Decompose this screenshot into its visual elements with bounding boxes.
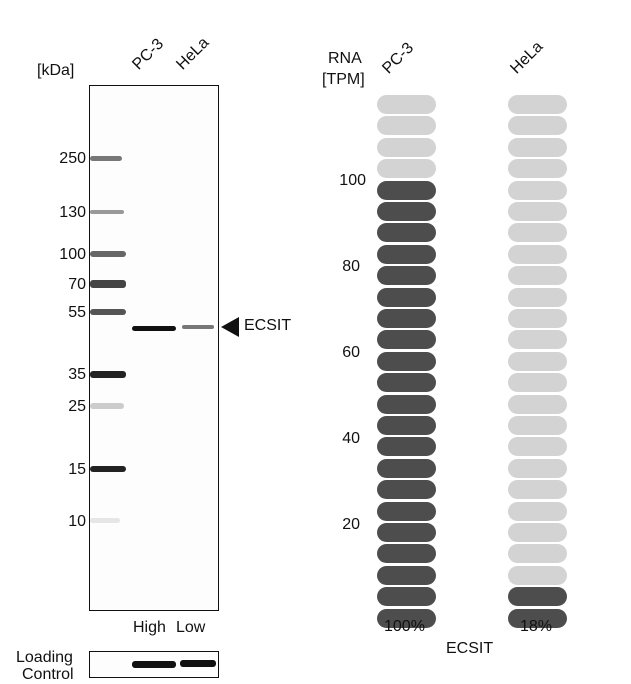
rna-axis-label-line1: RNA: [328, 50, 362, 67]
rna-pill: [377, 544, 436, 564]
rna-pill: [377, 159, 436, 179]
y-tick-60: 60: [342, 344, 360, 361]
rna-pill: [508, 266, 567, 286]
rna-pill: [508, 458, 567, 478]
rna-pill: [377, 565, 436, 585]
target-label: ECSIT: [244, 317, 292, 334]
lane-label-hela: HeLa: [173, 34, 213, 74]
rna-pill: [508, 565, 567, 585]
rna-pill: [508, 544, 567, 564]
rna-pill: [508, 501, 567, 521]
rna-pill: [508, 416, 567, 435]
mw-marker-10: 10: [68, 513, 86, 530]
rna-pill: [377, 202, 436, 221]
mw-marker-250: 250: [59, 150, 86, 167]
mw-marker-35: 35: [68, 366, 86, 383]
ladder-band-10: [90, 518, 120, 523]
rna-pill: [377, 501, 436, 521]
rna-pill: [377, 95, 436, 114]
loading-control-blot: [89, 651, 219, 678]
loading-band-hela: [180, 660, 216, 667]
ecsit-band-pc3: [132, 326, 176, 331]
rna-pill: [508, 330, 567, 350]
rna-pill: [377, 416, 436, 435]
y-tick-20: 20: [342, 516, 360, 533]
lane-label-pc3: PC-3: [129, 35, 168, 74]
rna-pill: [508, 480, 567, 500]
rna-pill: [377, 287, 436, 307]
y-tick-100: 100: [339, 172, 366, 189]
ladder-band-55: [90, 309, 126, 315]
rna-pill: [508, 287, 567, 307]
ladder-band-250: [90, 156, 122, 161]
rna-value-hela: 18%: [520, 618, 553, 635]
mw-marker-100: 100: [59, 246, 86, 263]
rna-pill: [508, 608, 567, 628]
rna-pill: [508, 587, 567, 607]
rna-pill: [508, 309, 567, 328]
expression-label-low: Low: [176, 619, 206, 636]
rna-pill: [377, 330, 436, 350]
rna-pill: [377, 523, 436, 542]
mw-marker-130: 130: [59, 204, 86, 221]
rna-pill: [508, 351, 567, 371]
loading-control-label-line2: Control: [22, 666, 74, 683]
rna-pill: [377, 351, 436, 371]
kda-unit-label: [kDa]: [37, 62, 75, 79]
western-blot-membrane: [89, 85, 219, 611]
rna-pill: [377, 608, 436, 628]
mw-marker-25: 25: [68, 398, 86, 415]
mw-marker-70: 70: [68, 276, 86, 293]
rna-pill: [377, 437, 436, 457]
mw-marker-15: 15: [68, 461, 86, 478]
rna-pill: [377, 394, 436, 414]
ladder-band-35: [90, 371, 126, 378]
rna-pill: [508, 437, 567, 457]
y-tick-40: 40: [342, 430, 360, 447]
ladder-band-25: [90, 403, 124, 409]
rna-lane-label-pc3: PC-3: [379, 39, 418, 78]
rna-pill: [508, 180, 567, 200]
loading-control-label-line1: Loading: [16, 649, 73, 666]
rna-pill: [377, 373, 436, 393]
rna-pill: [508, 394, 567, 414]
ladder-band-130: [90, 210, 124, 214]
expression-label-high: High: [133, 619, 166, 636]
rna-pill: [377, 223, 436, 243]
rna-pill: [508, 95, 567, 114]
rna-pill: [377, 587, 436, 607]
rna-pill: [508, 137, 567, 157]
rna-pill: [377, 480, 436, 500]
rna-pill: [377, 137, 436, 157]
rna-pill: [508, 373, 567, 393]
target-arrow-icon: [221, 317, 239, 337]
ladder-band-100: [90, 251, 126, 257]
rna-pill: [508, 223, 567, 243]
rna-pill: [508, 159, 567, 179]
rna-pill: [377, 309, 436, 328]
rna-pill: [508, 116, 567, 136]
rna-pill: [377, 266, 436, 286]
mw-marker-55: 55: [68, 304, 86, 321]
ecsit-band-hela: [182, 325, 214, 329]
rna-pill: [377, 180, 436, 200]
y-tick-80: 80: [342, 258, 360, 275]
rna-lane-label-hela: HeLa: [507, 38, 547, 78]
rna-pill: [377, 458, 436, 478]
rna-pill: [377, 244, 436, 264]
ladder-band-70: [90, 280, 126, 288]
rna-pill: [508, 202, 567, 221]
ladder-band-15: [90, 466, 126, 472]
loading-band-pc3: [132, 661, 176, 668]
rna-gene-title: ECSIT: [446, 640, 494, 657]
rna-pill: [508, 523, 567, 542]
rna-axis-label-line2: [TPM]: [322, 71, 365, 88]
rna-pill: [508, 244, 567, 264]
rna-pill: [377, 116, 436, 136]
rna-value-pc3: 100%: [384, 618, 425, 635]
